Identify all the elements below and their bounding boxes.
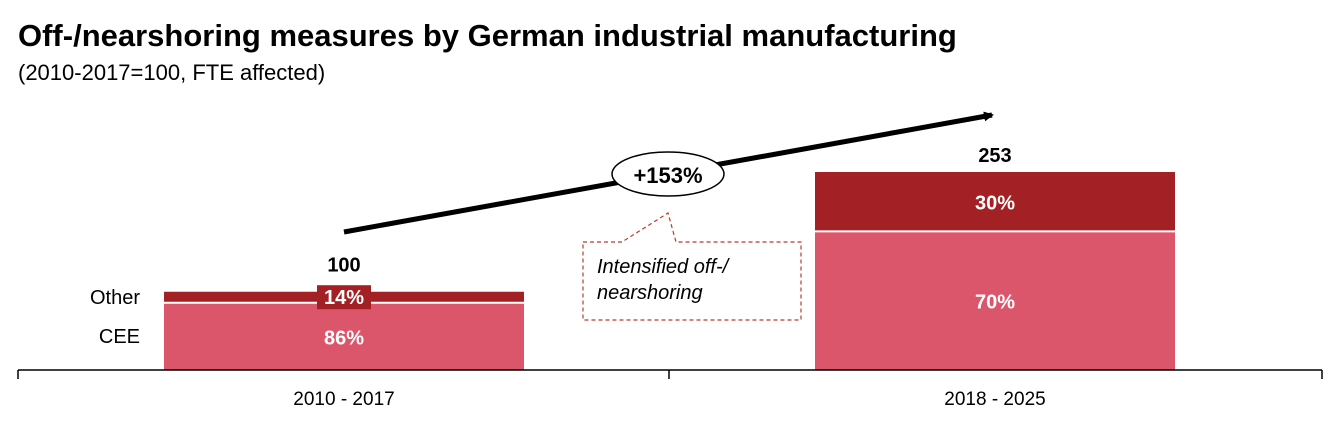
bar-cee-1 bbox=[815, 231, 1175, 370]
bar-group bbox=[164, 172, 1175, 370]
chart-subtitle: (2010-2017=100, FTE affected) bbox=[18, 60, 326, 85]
callout-line-1: Intensified off-/ bbox=[597, 256, 731, 278]
total-label: 100 bbox=[327, 255, 360, 277]
x-tick-label: 2018 - 2025 bbox=[944, 389, 1045, 410]
callout-text: Intensified off-/ nearshoring bbox=[597, 256, 734, 304]
bar-cee-0 bbox=[164, 302, 524, 370]
chart-title: Off-/nearshoring measures by German indu… bbox=[18, 18, 957, 53]
change-label: +153% bbox=[633, 163, 702, 188]
legend-other: Other bbox=[90, 287, 140, 309]
change-badge bbox=[611, 151, 725, 197]
other-label-box bbox=[317, 285, 371, 310]
other-value-label: 30% bbox=[975, 193, 1015, 215]
callout-line-2: nearshoring bbox=[597, 282, 703, 304]
other-value-label: 14% bbox=[324, 287, 364, 309]
bar-other-1 bbox=[815, 172, 1175, 232]
legend-cee: CEE bbox=[99, 326, 140, 348]
x-tick-label: 2010 - 2017 bbox=[293, 389, 394, 410]
cee-value-label: 70% bbox=[975, 292, 1015, 314]
label-group: 86% 14% 100 2010 - 2017 Other CEE 70% 30% 253 201… bbox=[90, 145, 1046, 410]
cee-value-label: 86% bbox=[324, 327, 364, 349]
total-label: 253 bbox=[978, 145, 1011, 167]
callout-box bbox=[582, 212, 802, 321]
